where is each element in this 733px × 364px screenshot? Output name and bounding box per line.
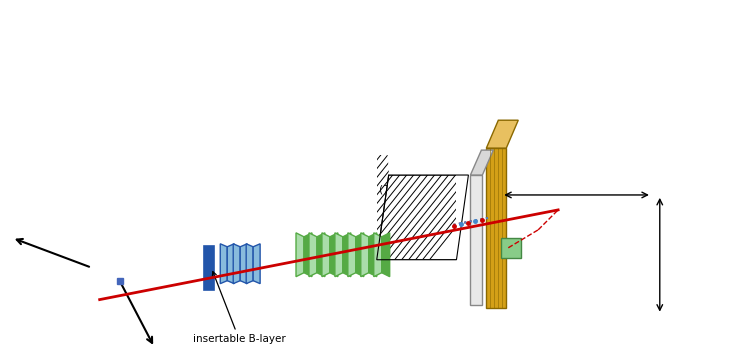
Polygon shape (377, 175, 468, 260)
Polygon shape (335, 233, 343, 277)
Text: η: η (572, 177, 580, 190)
Polygon shape (233, 244, 240, 284)
Text: TRT (73 layers): TRT (73 layers) (357, 185, 435, 195)
Polygon shape (304, 233, 312, 277)
Polygon shape (369, 233, 377, 277)
Polygon shape (358, 260, 468, 363)
Text: SCT: SCT (327, 208, 347, 218)
Polygon shape (227, 244, 235, 284)
Polygon shape (501, 238, 521, 258)
Text: first layer (strips): first layer (strips) (373, 120, 464, 130)
Text: Δη×Δφ = 0.05×0.0245: Δη×Δφ = 0.05×0.0245 (480, 55, 576, 64)
Polygon shape (653, 88, 681, 320)
Polygon shape (240, 244, 247, 284)
Polygon shape (253, 244, 260, 284)
Text: hadronic calorimeter: hadronic calorimeter (603, 19, 719, 28)
Text: third layer: third layer (501, 39, 556, 48)
Polygon shape (471, 150, 493, 175)
Polygon shape (361, 233, 369, 277)
Polygon shape (377, 1, 468, 175)
Polygon shape (343, 233, 351, 277)
Text: Δη×Δφ = 0.0031×0.098: Δη×Δφ = 0.0031×0.098 (368, 137, 469, 146)
Text: presampler: presampler (408, 193, 463, 203)
Polygon shape (356, 233, 364, 277)
Text: beam axis: beam axis (8, 225, 62, 235)
Polygon shape (487, 120, 518, 148)
Polygon shape (220, 244, 227, 284)
Text: beam spot: beam spot (122, 266, 177, 276)
Polygon shape (471, 175, 482, 305)
Text: Δη×Δφ = 0.025×0.0245: Δη×Δφ = 0.025×0.0245 (408, 95, 509, 104)
Polygon shape (348, 233, 356, 277)
Text: pixels: pixels (232, 228, 262, 238)
Polygon shape (309, 233, 317, 277)
Polygon shape (598, 11, 726, 170)
Polygon shape (487, 148, 507, 308)
Text: d₀: d₀ (106, 285, 117, 294)
Text: insertable B-layer: insertable B-layer (193, 272, 286, 344)
Polygon shape (382, 233, 390, 277)
Polygon shape (457, 1, 731, 363)
Text: second layer: second layer (425, 78, 492, 88)
Polygon shape (498, 138, 653, 320)
Polygon shape (317, 233, 325, 277)
Text: φ: φ (666, 248, 674, 261)
Polygon shape (377, 1, 468, 175)
Polygon shape (0, 1, 377, 363)
Polygon shape (498, 88, 681, 138)
Polygon shape (246, 244, 253, 284)
Polygon shape (374, 233, 382, 277)
Polygon shape (296, 233, 304, 277)
Polygon shape (330, 233, 338, 277)
Polygon shape (205, 246, 214, 290)
Text: electromagnetic
calorimeter: electromagnetic calorimeter (528, 199, 619, 221)
Polygon shape (322, 233, 330, 277)
